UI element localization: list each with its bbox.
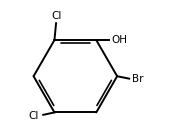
Text: Cl: Cl bbox=[51, 11, 61, 21]
Text: OH: OH bbox=[112, 35, 128, 45]
Text: Cl: Cl bbox=[29, 111, 39, 121]
Text: Br: Br bbox=[132, 74, 144, 84]
